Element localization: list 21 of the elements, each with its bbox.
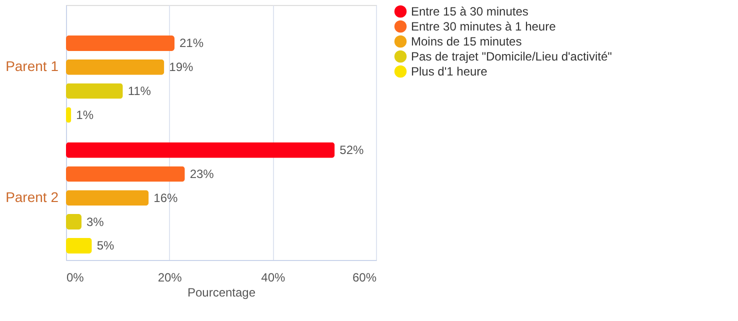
legend-label: Pas de trajet "Domicile/Lieu d'activité" [411, 50, 612, 64]
y-tick-label: Parent 2 [6, 188, 59, 205]
x-axis-title: Pourcentage [187, 286, 256, 300]
data-label: 1% [76, 108, 94, 122]
data-label: 19% [169, 60, 194, 74]
data-label: 16% [154, 190, 178, 205]
legend-label: Entre 30 minutes à 1 heure [411, 20, 556, 34]
legend-label: Moins de 15 minutes [411, 34, 522, 48]
data-label: 5% [96, 238, 115, 253]
data-label: 3% [86, 214, 104, 229]
legend-label: Entre 15 à 30 minutes [411, 4, 528, 18]
data-label: 11% [128, 84, 152, 98]
x-tick-label: 20% [158, 270, 182, 284]
x-tick-label: 40% [261, 270, 286, 284]
data-label: 21% [180, 36, 204, 50]
data-label: 52% [340, 143, 364, 158]
x-tick-label: 0% [66, 270, 84, 284]
y-tick-label: Parent 1 [6, 58, 59, 74]
legend-label: Plus d'1 heure [411, 64, 488, 78]
data-label: 23% [190, 166, 214, 181]
x-tick-label: 60% [352, 270, 377, 284]
